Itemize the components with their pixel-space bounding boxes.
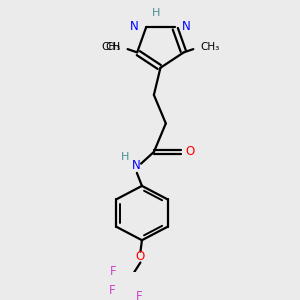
- Text: N: N: [182, 20, 191, 33]
- Text: CH₃: CH₃: [101, 43, 121, 52]
- Text: N: N: [132, 159, 140, 172]
- Text: F: F: [110, 266, 116, 278]
- Text: O: O: [185, 146, 194, 158]
- Text: F: F: [136, 290, 143, 300]
- Text: N: N: [130, 20, 139, 33]
- Text: CH₃: CH₃: [200, 43, 219, 52]
- Text: H: H: [121, 152, 129, 162]
- Text: H: H: [152, 8, 160, 18]
- Text: F: F: [109, 284, 116, 298]
- Text: O: O: [136, 250, 145, 263]
- Text: CH: CH: [106, 43, 121, 52]
